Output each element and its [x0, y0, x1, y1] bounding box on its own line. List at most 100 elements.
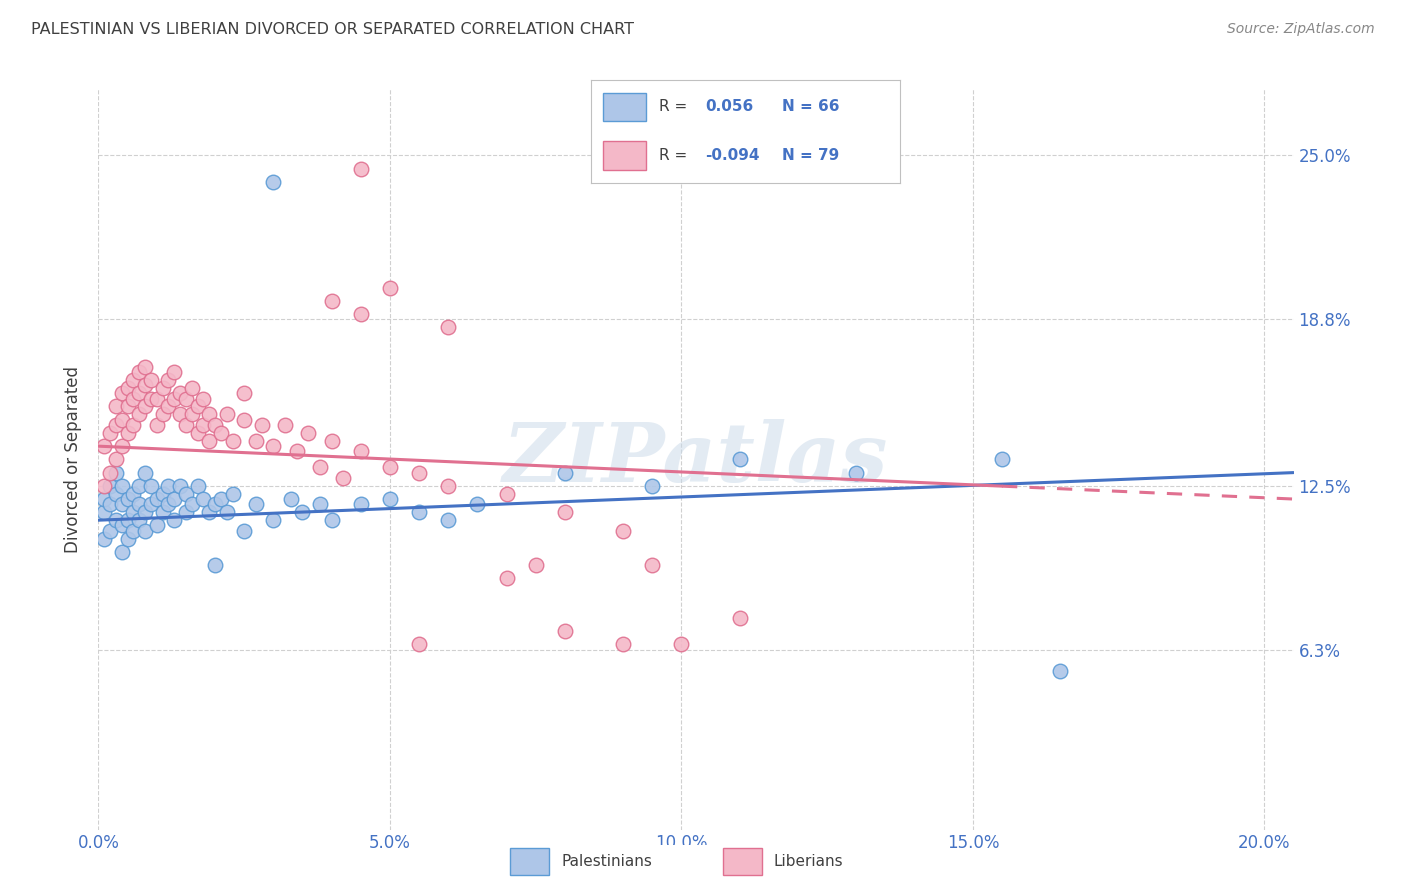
Point	[128, 479, 150, 493]
Point	[98, 425, 121, 440]
Point	[134, 524, 156, 538]
Point	[350, 307, 373, 321]
Point	[245, 497, 267, 511]
Point	[145, 491, 167, 506]
Point	[193, 417, 215, 432]
Point	[991, 452, 1014, 467]
Point	[104, 452, 127, 467]
Text: Liberians: Liberians	[773, 855, 844, 869]
Point	[169, 408, 191, 422]
Point	[221, 434, 243, 448]
Point	[145, 417, 167, 432]
Point	[117, 400, 139, 414]
Text: R =: R =	[658, 148, 686, 162]
Point	[163, 365, 186, 379]
Point	[122, 392, 145, 406]
Point	[134, 466, 156, 480]
Point	[163, 513, 186, 527]
Point	[98, 466, 121, 480]
Point	[274, 417, 297, 432]
Point	[280, 491, 302, 506]
Y-axis label: Divorced or Separated: Divorced or Separated	[65, 366, 83, 553]
Point	[134, 400, 156, 414]
Point	[233, 413, 256, 427]
Text: Source: ZipAtlas.com: Source: ZipAtlas.com	[1227, 22, 1375, 37]
Point	[180, 408, 202, 422]
Point	[204, 417, 226, 432]
Point	[250, 417, 273, 432]
Point	[350, 444, 373, 458]
Point	[122, 487, 145, 501]
Point	[134, 359, 156, 374]
Point	[93, 505, 115, 519]
Point	[641, 558, 664, 573]
Point	[408, 637, 430, 651]
Point	[104, 417, 127, 432]
Text: Palestinians: Palestinians	[561, 855, 652, 869]
Point	[350, 161, 373, 176]
Point	[98, 479, 121, 493]
Point	[291, 505, 314, 519]
Point	[128, 497, 150, 511]
Point	[152, 408, 174, 422]
Point	[728, 611, 751, 625]
FancyBboxPatch shape	[603, 93, 647, 121]
Point	[221, 487, 243, 501]
Point	[104, 487, 127, 501]
Point	[262, 439, 284, 453]
Point	[98, 524, 121, 538]
Point	[157, 400, 180, 414]
Point	[122, 524, 145, 538]
Point	[98, 497, 121, 511]
Point	[152, 505, 174, 519]
Point	[209, 425, 232, 440]
Point	[612, 637, 634, 651]
Point	[671, 637, 693, 651]
Point	[111, 479, 134, 493]
Point	[437, 513, 460, 527]
Point	[262, 175, 284, 189]
Point	[262, 513, 284, 527]
Text: ZIPatlas: ZIPatlas	[503, 419, 889, 500]
Point	[134, 378, 156, 392]
Point	[180, 381, 202, 395]
Point	[163, 491, 186, 506]
Point	[111, 545, 134, 559]
Point	[128, 408, 150, 422]
Point	[198, 505, 221, 519]
Point	[104, 513, 127, 527]
Point	[641, 479, 664, 493]
FancyBboxPatch shape	[603, 141, 647, 169]
Point	[186, 479, 208, 493]
Text: R =: R =	[658, 99, 686, 114]
Point	[111, 439, 134, 453]
Point	[204, 558, 226, 573]
Point	[111, 518, 134, 533]
Point	[157, 373, 180, 387]
Point	[117, 425, 139, 440]
Point	[174, 487, 197, 501]
Text: 0.056: 0.056	[704, 99, 754, 114]
Point	[122, 505, 145, 519]
Point	[180, 497, 202, 511]
Point	[728, 452, 751, 467]
Point	[204, 497, 226, 511]
Point	[128, 513, 150, 527]
Point	[174, 392, 197, 406]
Point	[524, 558, 547, 573]
Point	[467, 497, 489, 511]
Point	[215, 505, 238, 519]
Point	[193, 491, 215, 506]
Point	[104, 400, 127, 414]
Point	[117, 381, 139, 395]
Point	[174, 505, 197, 519]
Point	[554, 624, 576, 639]
Point	[122, 417, 145, 432]
Point	[554, 466, 576, 480]
Point	[437, 479, 460, 493]
Point	[139, 497, 162, 511]
Point	[321, 293, 343, 308]
Point	[122, 373, 145, 387]
Point	[215, 408, 238, 422]
Point	[157, 479, 180, 493]
